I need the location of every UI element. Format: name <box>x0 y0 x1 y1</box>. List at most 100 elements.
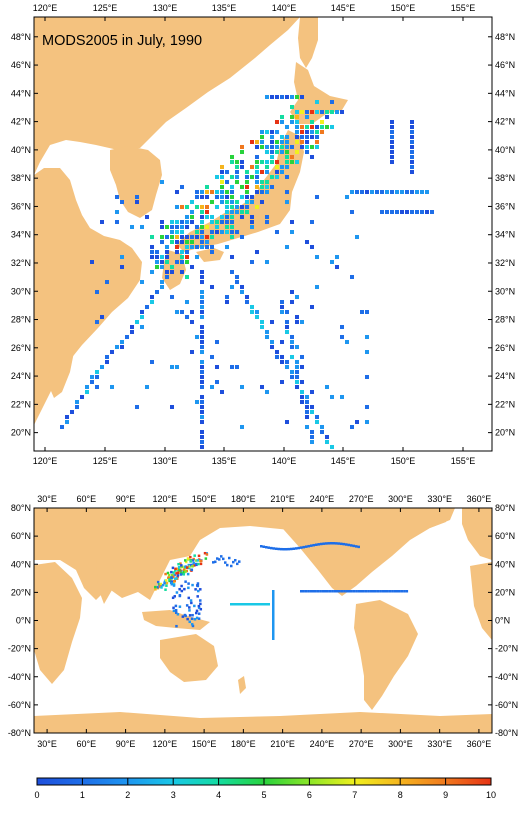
observation-cell <box>215 205 219 209</box>
observation-cell <box>280 135 284 139</box>
observation-cell <box>265 330 269 334</box>
observation-cell <box>160 225 164 229</box>
observation-cell <box>200 210 204 214</box>
observation-cell <box>210 235 214 239</box>
observation-cell <box>200 360 204 364</box>
regional-observation-cells <box>60 95 434 449</box>
observation-cell <box>305 110 309 114</box>
observation-cell <box>196 582 200 585</box>
observation-cell <box>235 165 239 169</box>
observation-cell <box>295 345 299 349</box>
observation-cell <box>319 590 322 593</box>
observation-cell <box>225 300 229 304</box>
observation-cell <box>365 190 369 194</box>
observation-cell <box>295 547 298 550</box>
observation-cell <box>180 584 183 588</box>
observation-cell <box>280 547 283 551</box>
observation-cell <box>230 190 234 194</box>
observation-cell <box>200 370 204 374</box>
observation-cell <box>164 588 167 591</box>
observation-cell <box>255 165 259 169</box>
observation-cell <box>320 130 324 134</box>
observation-cell <box>120 340 124 344</box>
y-tick-label: 24°N <box>495 371 515 381</box>
observation-cell <box>280 170 284 174</box>
observation-cell <box>410 125 414 129</box>
observation-cell <box>199 602 202 606</box>
observation-cell <box>270 175 274 179</box>
observation-cell <box>250 260 254 264</box>
observation-cell <box>270 340 274 344</box>
x-tick-label: 30°E <box>37 739 57 749</box>
observation-cell <box>245 200 249 204</box>
observation-cell <box>385 210 389 214</box>
observation-cell <box>295 375 299 379</box>
observation-cell <box>285 547 288 551</box>
observation-cell <box>260 603 263 606</box>
observation-cell <box>215 340 219 344</box>
observation-cell <box>400 190 404 194</box>
observation-cell <box>105 280 109 284</box>
y-tick-label: 44°N <box>495 88 515 98</box>
colorbar-segment <box>309 778 356 785</box>
x-tick-label: 270°E <box>349 739 374 749</box>
x-tick-label: 240°E <box>310 739 335 749</box>
observation-cell <box>270 155 274 159</box>
observation-cell <box>367 590 370 593</box>
x-tick-label: 150°E <box>192 494 217 504</box>
observation-cell <box>265 603 268 606</box>
observation-cell <box>200 190 204 194</box>
observation-cell <box>375 190 379 194</box>
observation-cell <box>250 175 254 179</box>
observation-cell <box>200 380 204 384</box>
x-tick-label: 210°E <box>270 739 295 749</box>
observation-cell <box>255 315 259 319</box>
observation-cell <box>260 320 264 324</box>
y-tick-label: 32°N <box>495 258 515 268</box>
observation-cell <box>197 558 201 561</box>
observation-cell <box>120 255 124 259</box>
x-tick-label: 120°E <box>153 739 178 749</box>
observation-cell <box>340 325 344 329</box>
observation-cell <box>290 355 294 359</box>
colorbar-segment <box>173 778 220 785</box>
observation-cell <box>230 235 234 239</box>
global-y-ticks: 80°N 80°N 60°N 60°N 40°N 40°N 20°N 20°N 0°N 0°N -2… <box>8 503 518 738</box>
observation-cell <box>390 150 394 154</box>
observation-cell <box>175 250 179 254</box>
observation-cell <box>165 270 169 274</box>
y-tick-label: 38°N <box>495 173 515 183</box>
observation-cell <box>415 190 419 194</box>
observation-cell <box>190 235 194 239</box>
observation-cell <box>240 195 244 199</box>
observation-cell <box>225 190 229 194</box>
observation-cell <box>170 576 173 579</box>
observation-cell <box>280 95 284 99</box>
observation-cell <box>240 185 244 189</box>
observation-cell <box>200 235 204 239</box>
observation-cell <box>330 260 334 264</box>
observation-cell <box>190 350 194 354</box>
observation-cell <box>280 150 284 154</box>
observation-cell <box>226 563 229 567</box>
observation-cell <box>210 215 214 219</box>
observation-cell <box>175 577 178 580</box>
x-tick-label: 125°E <box>93 3 118 13</box>
observation-cell <box>210 250 214 254</box>
observation-cell <box>173 595 176 598</box>
observation-cell <box>290 375 294 379</box>
observation-cell <box>324 590 327 593</box>
observation-cell <box>120 345 124 349</box>
observation-cell <box>305 425 309 429</box>
observation-cell <box>285 155 289 159</box>
observation-cell <box>220 200 224 204</box>
observation-cell <box>282 547 285 551</box>
observation-cell <box>262 545 265 548</box>
observation-cell <box>174 569 177 572</box>
observation-cell <box>90 260 94 264</box>
observation-cell <box>260 545 263 548</box>
observation-cell <box>240 160 244 164</box>
observation-cell <box>304 590 308 593</box>
x-tick-label: 155°E <box>451 3 476 13</box>
observation-cell <box>300 95 304 99</box>
